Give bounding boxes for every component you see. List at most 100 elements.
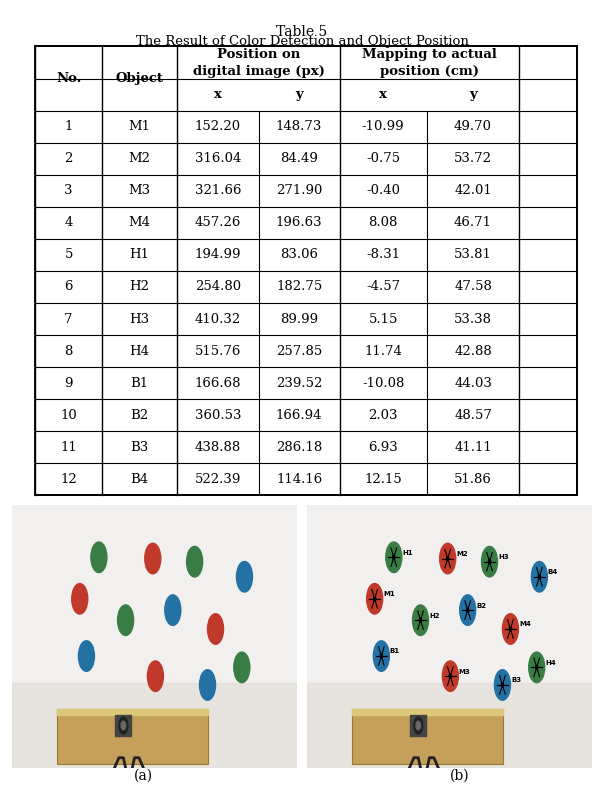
Circle shape	[373, 596, 376, 601]
Circle shape	[119, 717, 128, 734]
Circle shape	[187, 546, 202, 577]
Text: 321.66: 321.66	[194, 185, 241, 197]
Text: The Result of Color Detection and Object Position: The Result of Color Detection and Object…	[135, 36, 469, 48]
Bar	[352, 709, 503, 715]
Text: M1: M1	[129, 120, 150, 133]
Circle shape	[165, 595, 181, 626]
Text: 148.73: 148.73	[276, 120, 323, 133]
Text: 11: 11	[60, 441, 77, 454]
Text: 196.63: 196.63	[276, 216, 323, 230]
Text: M3: M3	[459, 668, 471, 675]
Text: 51.86: 51.86	[454, 473, 492, 485]
Circle shape	[386, 542, 402, 573]
Text: x: x	[214, 88, 222, 101]
Text: 254.80: 254.80	[195, 280, 241, 294]
Text: 522.39: 522.39	[194, 473, 241, 485]
Text: 6.93: 6.93	[368, 441, 398, 454]
Circle shape	[72, 584, 88, 614]
Text: 84.49: 84.49	[280, 152, 318, 166]
Text: Table 5: Table 5	[277, 25, 327, 39]
Circle shape	[393, 555, 395, 559]
Circle shape	[208, 614, 223, 644]
Circle shape	[460, 595, 476, 626]
Circle shape	[440, 543, 455, 573]
Text: 257.85: 257.85	[276, 345, 322, 357]
Text: 7: 7	[65, 313, 73, 326]
Polygon shape	[352, 709, 503, 763]
Text: (a): (a)	[134, 769, 153, 783]
Circle shape	[91, 542, 107, 573]
Circle shape	[538, 575, 541, 579]
Circle shape	[199, 670, 216, 700]
Text: -0.40: -0.40	[366, 185, 400, 197]
Text: Object: Object	[116, 72, 164, 85]
Text: M1: M1	[383, 591, 395, 597]
Text: 166.94: 166.94	[276, 409, 323, 421]
Text: 182.75: 182.75	[276, 280, 322, 294]
Circle shape	[413, 605, 428, 635]
Text: 410.32: 410.32	[195, 313, 241, 326]
Text: M3: M3	[129, 185, 151, 197]
Text: 53.38: 53.38	[454, 313, 492, 326]
Text: 194.99: 194.99	[194, 249, 241, 261]
Bar	[57, 709, 208, 715]
Text: -10.08: -10.08	[362, 377, 404, 390]
Circle shape	[419, 618, 422, 623]
Circle shape	[528, 652, 545, 683]
Text: -4.57: -4.57	[366, 280, 400, 294]
Text: B1: B1	[130, 377, 149, 390]
Text: -10.99: -10.99	[362, 120, 405, 133]
Text: H3: H3	[130, 313, 150, 326]
Text: B4: B4	[548, 569, 558, 575]
Text: 48.57: 48.57	[454, 409, 492, 421]
Text: 438.88: 438.88	[195, 441, 241, 454]
Bar	[115, 715, 132, 736]
Text: 286.18: 286.18	[276, 441, 322, 454]
Bar	[307, 683, 592, 768]
Circle shape	[442, 661, 458, 691]
Circle shape	[234, 652, 250, 683]
Text: 83.06: 83.06	[280, 249, 318, 261]
Circle shape	[79, 641, 94, 672]
Text: 41.11: 41.11	[454, 441, 492, 454]
Circle shape	[489, 560, 490, 564]
Text: B4: B4	[130, 473, 149, 485]
Text: H3: H3	[498, 554, 509, 560]
Text: H4: H4	[545, 660, 556, 666]
Circle shape	[414, 717, 423, 734]
Text: B2: B2	[130, 409, 149, 421]
Text: x: x	[379, 88, 387, 101]
Text: 42.01: 42.01	[454, 185, 492, 197]
Text: 46.71: 46.71	[454, 216, 492, 230]
Text: 49.70: 49.70	[454, 120, 492, 133]
Text: M2: M2	[129, 152, 150, 166]
Text: B3: B3	[130, 441, 149, 454]
Text: -8.31: -8.31	[366, 249, 400, 261]
Text: Position on
digital image (px): Position on digital image (px)	[193, 48, 324, 78]
Text: 4: 4	[65, 216, 73, 230]
Text: H1: H1	[402, 550, 413, 556]
Text: 166.68: 166.68	[194, 377, 241, 390]
Text: 12: 12	[60, 473, 77, 485]
Text: 239.52: 239.52	[276, 377, 323, 390]
Circle shape	[446, 557, 449, 561]
Text: 2.03: 2.03	[368, 409, 398, 421]
Text: H1: H1	[130, 249, 150, 261]
Circle shape	[495, 670, 510, 700]
Circle shape	[381, 654, 382, 658]
Text: 53.81: 53.81	[454, 249, 492, 261]
Text: 10: 10	[60, 409, 77, 421]
Circle shape	[481, 546, 498, 577]
Bar	[410, 715, 426, 736]
Text: 1: 1	[65, 120, 73, 133]
Text: B1: B1	[390, 649, 400, 654]
Text: -0.75: -0.75	[366, 152, 400, 166]
Text: (b): (b)	[451, 769, 470, 783]
Text: 47.58: 47.58	[454, 280, 492, 294]
Text: 5: 5	[65, 249, 73, 261]
Text: 8: 8	[65, 345, 73, 357]
Circle shape	[509, 626, 512, 631]
Text: 9: 9	[65, 377, 73, 390]
Circle shape	[373, 641, 390, 672]
Text: Mapping to actual
position (cm): Mapping to actual position (cm)	[362, 48, 497, 78]
